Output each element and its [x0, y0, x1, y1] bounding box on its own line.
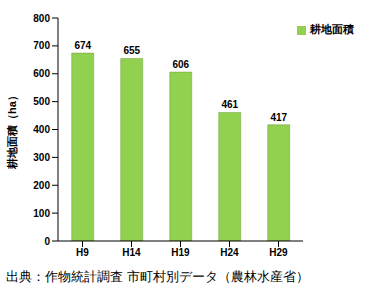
- svg-text:674: 674: [74, 40, 91, 51]
- svg-text:417: 417: [270, 112, 287, 123]
- svg-text:600: 600: [33, 68, 50, 79]
- svg-text:H19: H19: [171, 247, 190, 258]
- svg-text:606: 606: [172, 59, 189, 70]
- svg-text:H29: H29: [269, 247, 288, 258]
- svg-text:H14: H14: [122, 247, 141, 258]
- svg-text:300: 300: [33, 152, 50, 163]
- svg-text:400: 400: [33, 124, 50, 135]
- svg-text:461: 461: [221, 99, 238, 110]
- svg-text:H24: H24: [220, 247, 239, 258]
- svg-text:655: 655: [123, 45, 140, 56]
- svg-text:100: 100: [33, 208, 50, 219]
- svg-text:0: 0: [44, 236, 50, 247]
- svg-text:800: 800: [33, 13, 50, 24]
- svg-text:500: 500: [33, 96, 50, 107]
- svg-text:耕地面積（ha）: 耕地面積（ha）: [8, 90, 19, 170]
- svg-text:200: 200: [33, 180, 50, 191]
- svg-text:H9: H9: [76, 247, 89, 258]
- svg-text:700: 700: [33, 40, 50, 51]
- html-text:耕地面積: 耕地面積: [310, 23, 354, 35]
- html-text:出典：作物統計調査 市町村別データ（農林水産省）: 出典：作物統計調査 市町村別データ（農林水産省）: [6, 269, 309, 284]
